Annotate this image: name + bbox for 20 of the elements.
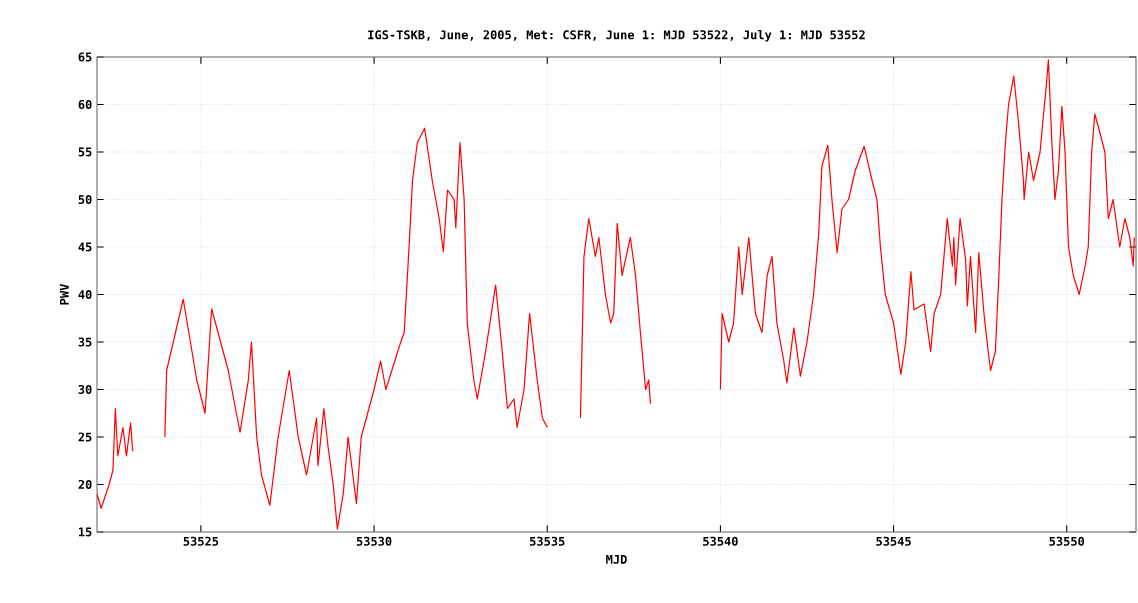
y-tick-label: 15 <box>78 527 92 537</box>
y-tick-label: 50 <box>78 194 92 205</box>
chart-title: IGS-TSKB, June, 2005, Met: CSFR, June 1: MJD 53522, July 1: MJD 53552 <box>368 30 865 42</box>
x-tick-label: 53545 <box>876 536 911 546</box>
x-tick-label: 53530 <box>356 536 392 546</box>
y-tick-label: 20 <box>78 479 92 490</box>
y-tick-label: 60 <box>78 99 92 110</box>
x-axis-title: MJD <box>606 554 627 564</box>
x-tick-label: 53550 <box>1049 536 1085 546</box>
y-tick-label: 45 <box>78 242 92 252</box>
y-tick-label: 25 <box>78 432 92 442</box>
y-tick-label: 40 <box>78 289 92 300</box>
y-tick-label: 30 <box>78 384 92 395</box>
y-tick-label: 55 <box>78 147 92 157</box>
x-tick-label: 53525 <box>183 536 219 546</box>
x-tick-label: 53535 <box>530 536 565 546</box>
x-tick-label: 53540 <box>703 536 738 546</box>
y-axis-title: PWV <box>59 283 69 305</box>
y-tick-label: 35 <box>78 337 92 347</box>
y-tick-label: 65 <box>78 52 92 62</box>
